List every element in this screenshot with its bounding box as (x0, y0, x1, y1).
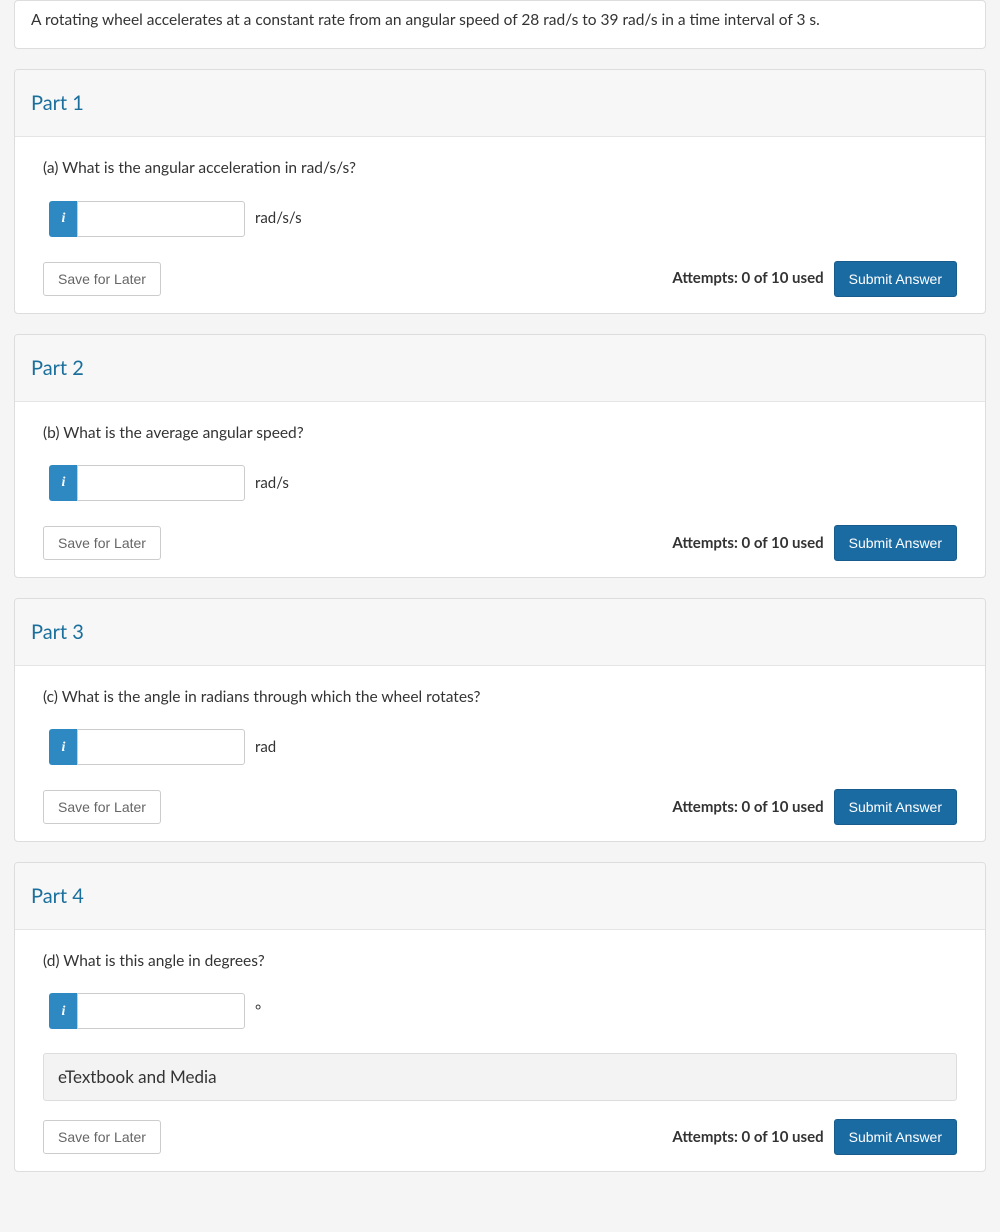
part-card: Part 4 (d) What is this angle in degrees… (14, 862, 986, 1172)
unit-label: rad/s (255, 472, 289, 495)
submit-answer-button[interactable]: Submit Answer (834, 789, 957, 825)
attempts-text: Attempts: 0 of 10 used (672, 267, 823, 290)
problem-statement-card: A rotating wheel accelerates at a consta… (14, 0, 986, 49)
question-text: (a) What is the angular acceleration in … (43, 157, 957, 180)
page-container: A rotating wheel accelerates at a consta… (0, 0, 1000, 1232)
part-card: Part 3 (c) What is the angle in radians … (14, 598, 986, 842)
save-for-later-button[interactable]: Save for Later (43, 526, 161, 560)
info-icon[interactable]: i (49, 729, 77, 765)
part-footer: Save for Later Attempts: 0 of 10 used Su… (43, 525, 957, 561)
attempts-text: Attempts: 0 of 10 used (672, 796, 823, 819)
part-card: Part 2 (b) What is the average angular s… (14, 334, 986, 578)
answer-input[interactable] (77, 465, 245, 501)
problem-statement-text: A rotating wheel accelerates at a consta… (31, 1, 969, 32)
part-card: Part 1 (a) What is the angular accelerat… (14, 69, 986, 313)
part-header: Part 4 (15, 863, 985, 930)
part-body: (b) What is the average angular speed? i… (15, 402, 985, 577)
attempts-text: Attempts: 0 of 10 used (672, 1126, 823, 1149)
answer-input[interactable] (77, 201, 245, 237)
question-text: (b) What is the average angular speed? (43, 422, 957, 445)
save-for-later-button[interactable]: Save for Later (43, 790, 161, 824)
part-body: (a) What is the angular acceleration in … (15, 137, 985, 312)
etextbook-media-bar[interactable]: eTextbook and Media (43, 1053, 957, 1101)
unit-label: rad/s/s (255, 207, 302, 230)
part-body: (d) What is this angle in degrees? i ° e… (15, 930, 985, 1171)
answer-input-row: i rad/s/s (49, 201, 957, 237)
part-title: Part 4 (31, 881, 969, 911)
part-title: Part 3 (31, 617, 969, 647)
save-for-later-button[interactable]: Save for Later (43, 262, 161, 296)
answer-input-row: i rad (49, 729, 957, 765)
answer-input-row: i ° (49, 993, 957, 1029)
answer-input[interactable] (77, 729, 245, 765)
answer-input-group: i (49, 201, 245, 237)
part-title: Part 1 (31, 88, 969, 118)
question-text: (d) What is this angle in degrees? (43, 950, 957, 973)
submit-answer-button[interactable]: Submit Answer (834, 1119, 957, 1155)
footer-right: Attempts: 0 of 10 used Submit Answer (672, 525, 957, 561)
part-body: (c) What is the angle in radians through… (15, 666, 985, 841)
save-for-later-button[interactable]: Save for Later (43, 1120, 161, 1154)
footer-right: Attempts: 0 of 10 used Submit Answer (672, 1119, 957, 1155)
part-header: Part 2 (15, 335, 985, 402)
info-icon[interactable]: i (49, 201, 77, 237)
footer-right: Attempts: 0 of 10 used Submit Answer (672, 789, 957, 825)
answer-input-group: i (49, 465, 245, 501)
attempts-text: Attempts: 0 of 10 used (672, 532, 823, 555)
footer-right: Attempts: 0 of 10 used Submit Answer (672, 261, 957, 297)
part-footer: Save for Later Attempts: 0 of 10 used Su… (43, 789, 957, 825)
part-header: Part 3 (15, 599, 985, 666)
submit-answer-button[interactable]: Submit Answer (834, 261, 957, 297)
part-footer: Save for Later Attempts: 0 of 10 used Su… (43, 1119, 957, 1155)
answer-input-group: i (49, 729, 245, 765)
question-text: (c) What is the angle in radians through… (43, 686, 957, 709)
answer-input-group: i (49, 993, 245, 1029)
answer-input[interactable] (77, 993, 245, 1029)
info-icon[interactable]: i (49, 993, 77, 1029)
info-icon[interactable]: i (49, 465, 77, 501)
part-header: Part 1 (15, 70, 985, 137)
part-footer: Save for Later Attempts: 0 of 10 used Su… (43, 261, 957, 297)
submit-answer-button[interactable]: Submit Answer (834, 525, 957, 561)
part-title: Part 2 (31, 353, 969, 383)
unit-label: rad (255, 736, 276, 759)
unit-label: ° (255, 1000, 261, 1023)
answer-input-row: i rad/s (49, 465, 957, 501)
